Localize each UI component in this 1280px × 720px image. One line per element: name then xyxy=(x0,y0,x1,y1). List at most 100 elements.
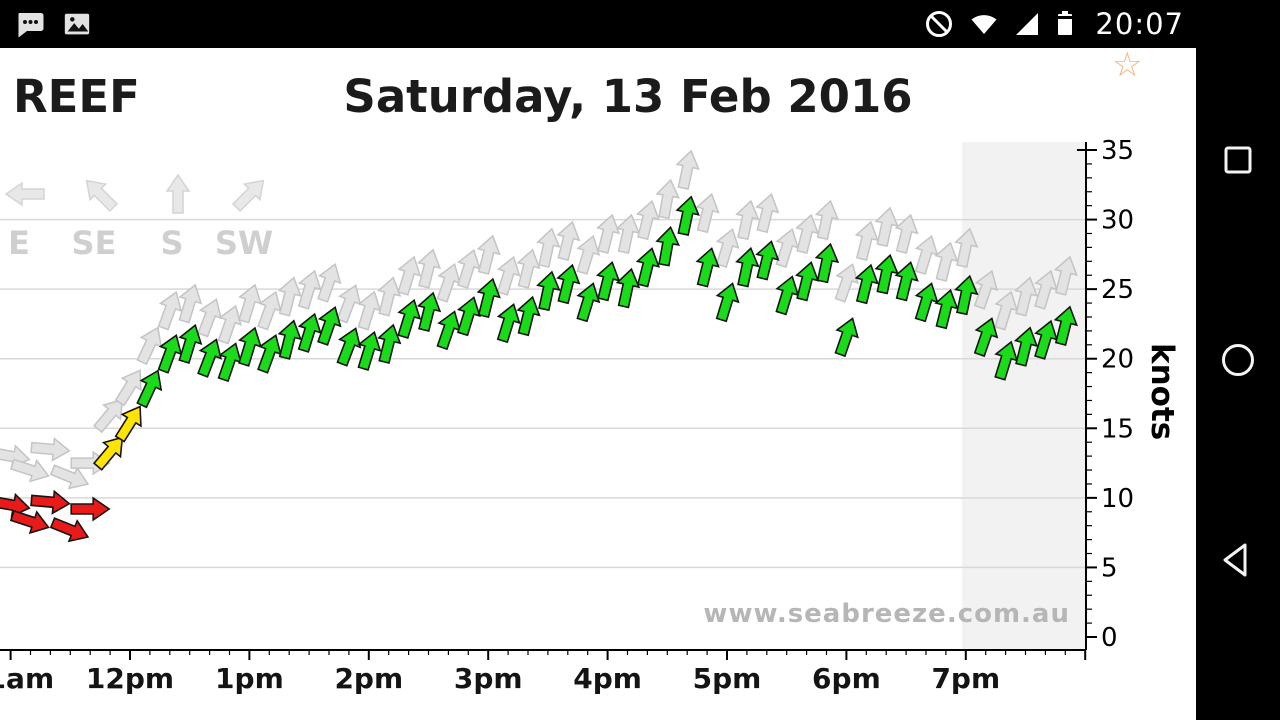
status-clock: 20:07 xyxy=(1095,7,1184,41)
wind-arrow xyxy=(595,260,621,302)
watermark: www.seabreeze.com.au xyxy=(703,599,1070,629)
wind-arrow xyxy=(834,317,859,358)
wind-arrow xyxy=(576,282,601,323)
y-tick-label: 5 xyxy=(1101,553,1118,583)
wifi-icon xyxy=(971,15,997,34)
wind-arrow xyxy=(114,405,142,443)
gust-arrow xyxy=(277,276,302,317)
gust-arrow xyxy=(30,436,71,462)
screenshot-image-icon xyxy=(64,13,90,35)
gust-arrow xyxy=(655,178,680,220)
x-tick-label: 5pm xyxy=(693,662,762,695)
x-tick-label: 4pm xyxy=(573,662,642,695)
wind-arrow xyxy=(675,195,700,236)
wind-arrow xyxy=(854,263,879,305)
wind-arrow xyxy=(536,270,561,312)
gust-arrow xyxy=(675,149,700,191)
gust-arrow xyxy=(1013,276,1039,317)
gust-arrow xyxy=(93,398,124,434)
direction-legend-arrow xyxy=(4,181,45,207)
y-tick-label: 10 xyxy=(1101,484,1134,514)
recents-button[interactable] xyxy=(1214,136,1262,184)
wind-arrow xyxy=(973,317,999,358)
wind-arrow xyxy=(336,327,362,367)
gust-arrow xyxy=(735,199,760,241)
gust-arrow xyxy=(416,248,442,289)
x-tick-label: 2pm xyxy=(334,662,403,695)
favorite-star-icon[interactable]: ☆ xyxy=(1112,48,1143,85)
recents-square-icon xyxy=(1224,146,1252,174)
station-name: REEF xyxy=(13,70,140,123)
navigation-bar xyxy=(1196,48,1280,720)
gust-arrow xyxy=(635,199,661,241)
wind-arrow xyxy=(157,333,183,374)
wind-arrow xyxy=(615,267,641,309)
gust-arrow xyxy=(973,269,999,310)
wind-arrow xyxy=(357,330,382,372)
wind-arrow xyxy=(397,298,422,339)
direction-legend-arrow xyxy=(231,179,265,213)
wind-arrow xyxy=(9,509,50,535)
gust-arrow xyxy=(755,192,780,234)
wind-arrow xyxy=(934,288,959,330)
wind-arrow xyxy=(954,274,979,316)
gust-arrow xyxy=(357,290,382,331)
wind-arrow xyxy=(317,306,342,346)
wind-arrow xyxy=(377,323,402,365)
gust-arrow xyxy=(496,255,521,296)
home-button[interactable] xyxy=(1214,336,1262,384)
wind-graph-page: E SE S SW 0 5 10 15 20 25 30 35 11am 12pm 1pm 2pm 3pm 4pm… xyxy=(0,48,1196,720)
status-bar-left xyxy=(14,0,92,48)
gust-arrow xyxy=(715,227,740,268)
home-circle-icon xyxy=(1222,344,1254,376)
wind-arrow xyxy=(715,282,740,323)
y-tick-label: 15 xyxy=(1101,414,1134,444)
wind-arrow xyxy=(755,240,780,281)
wind-arrow xyxy=(197,338,223,378)
status-bar: 20:07 xyxy=(0,0,1280,48)
gust-arrow xyxy=(894,213,919,255)
x-tick-label: 12pm xyxy=(86,662,174,695)
gust-arrow xyxy=(576,234,601,275)
wind-arrow xyxy=(30,489,71,515)
wind-arrow xyxy=(635,247,661,288)
gust-arrow xyxy=(457,248,481,289)
x-tick-label: 1pm xyxy=(215,662,284,695)
gust-arrow xyxy=(814,199,840,241)
do-not-disturb-icon xyxy=(926,11,953,37)
gust-arrow xyxy=(516,248,541,289)
gust-arrow xyxy=(1053,255,1078,296)
gust-arrow xyxy=(297,269,322,310)
gust-arrow xyxy=(377,276,402,317)
gust-arrow xyxy=(775,227,800,268)
direction-legend-label: E xyxy=(8,224,30,262)
x-tick-label: 7pm xyxy=(931,662,1000,695)
y-axis-title: knots xyxy=(1144,343,1180,441)
status-bar-right: 20:07 xyxy=(923,0,1184,48)
y-tick-label: 35 xyxy=(1101,136,1134,166)
gust-arrow xyxy=(9,458,50,483)
y-tick-label: 0 xyxy=(1101,623,1118,653)
back-button[interactable] xyxy=(1214,536,1262,584)
gust-arrow xyxy=(397,255,422,296)
wind-arrow xyxy=(49,517,90,543)
direction-legend-label: SW xyxy=(215,224,273,262)
gust-arrow xyxy=(178,283,203,324)
wind-arrow xyxy=(735,246,760,288)
wind-arrow xyxy=(1053,305,1078,346)
evening-shading xyxy=(962,142,1086,650)
cellular-signal-icon xyxy=(1016,13,1039,35)
gust-arrow xyxy=(834,262,859,303)
gust-arrow xyxy=(795,213,820,255)
wind-arrow xyxy=(894,260,919,302)
direction-legend-label: SE xyxy=(72,224,117,262)
direction-legend-label: S xyxy=(160,224,183,262)
wind-arrow xyxy=(136,369,163,409)
wind-arrow xyxy=(416,291,442,333)
wind-arrow xyxy=(1013,326,1039,367)
wind-arrow xyxy=(178,323,203,365)
wind-chart-svg: E SE S SW 0 5 10 15 20 25 30 35 11am 12pm 1pm 2pm 3pm 4pm… xyxy=(0,136,1134,695)
direction-legend-arrow xyxy=(165,173,191,214)
battery-icon xyxy=(1058,11,1073,35)
wind-arrow xyxy=(556,263,581,305)
